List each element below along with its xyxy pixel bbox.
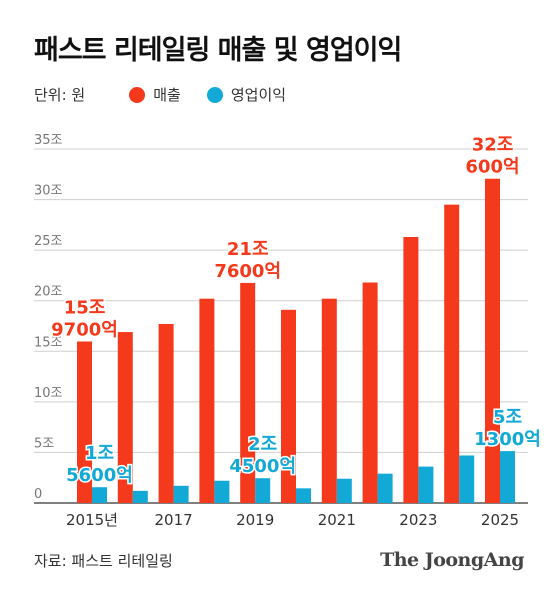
operating-profit-bar [92,487,107,503]
revenue-bar [362,282,378,503]
data-label: 5600억 [66,465,133,486]
revenue-bar [117,332,133,503]
x-tick-label: 2021 [318,511,356,529]
y-tick-label: 0 [34,487,42,502]
x-tick-label: 2015년 [66,511,118,529]
legend-label-operating-profit: 영업이익 [230,86,287,104]
data-label: 15조 [64,297,106,318]
x-tick-label: 2019 [236,511,274,529]
data-label: 4500억 [229,456,296,477]
revenue-bar [321,298,337,503]
operating-profit-bar [500,451,515,503]
revenue-bar [77,341,92,503]
y-tick-label: 10조 [34,386,63,401]
x-tick-label: 2023 [399,511,437,529]
data-label: 21조 [227,239,269,260]
legend-label-revenue: 매출 [153,86,181,104]
operating-profit-bar [377,473,393,503]
operating-profit-bar [214,480,230,503]
brand-logo: The JoongAng [380,549,524,571]
operating-profit-bar [336,478,352,503]
revenue-bar [158,323,174,503]
operating-profit-bar [296,488,311,503]
revenue-bar [403,236,419,503]
x-tick-label: 2017 [155,511,193,529]
y-tick-label: 20조 [34,285,63,300]
revenue-bar [240,282,256,503]
chart-title: 패스트 리테일링 매출 및 영업이익 [34,35,402,66]
revenue-bar [199,298,215,503]
revenue-bar [485,178,500,503]
revenue-bar [444,204,460,503]
x-tick-label: 2025 [481,511,519,529]
data-label: 1300억 [474,429,541,450]
source-note: 자료: 패스트 리테일링 [34,552,173,570]
data-label: 32조 [472,135,514,156]
revenue-bar [281,309,296,503]
y-tick-label: 35조 [34,133,63,148]
data-label: 1조 [85,443,114,464]
legend-swatch-operating-profit [206,86,223,103]
y-tick-label: 25조 [34,234,63,249]
legend-swatch-revenue [129,86,146,103]
data-label: 9700억 [51,319,118,340]
data-label: 7600억 [214,261,281,282]
y-tick-label: 30조 [34,184,63,199]
operating-profit-bar [459,455,475,503]
legend-item-revenue: 매출 [129,84,181,105]
y-tick-label: 15조 [34,335,63,350]
operating-profit-bar [418,466,434,503]
operating-profit-bar [132,490,148,503]
legend-item-operating-profit: 영업이익 [206,84,287,105]
data-label: 2조 [248,434,277,455]
legend: 단위: 원 매출 영업이익 [34,84,312,105]
data-label: 5조 [493,407,522,428]
operating-profit-bar [255,478,271,503]
unit-label: 단위: 원 [34,86,86,104]
data-label: 600억 [465,157,519,178]
operating-profit-bar [173,485,189,503]
y-tick-label: 5조 [34,436,54,451]
